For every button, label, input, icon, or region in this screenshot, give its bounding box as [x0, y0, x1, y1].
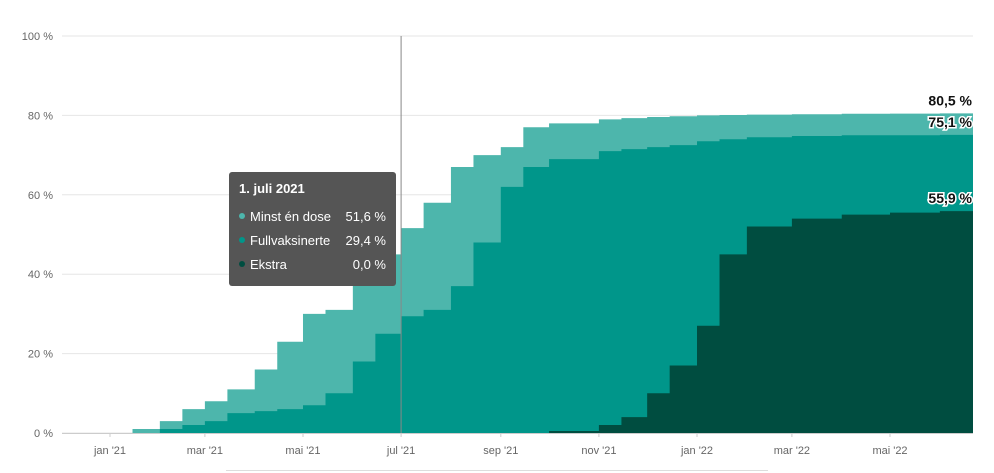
- area-ekstra[interactable]: [101, 211, 987, 433]
- x-tick-label: sep '21: [483, 445, 518, 457]
- y-tick-label: 100 %: [22, 31, 53, 43]
- x-tick-label: jul '21: [386, 445, 415, 457]
- tooltip-row-minst-en-dose: Minst én dose 51,6 %: [239, 204, 386, 228]
- hover-tooltip: 1. juli 2021 Minst én dose 51,6 % Fullva…: [229, 172, 396, 286]
- x-tick-label: jan '21: [93, 445, 126, 457]
- tooltip-series-value: 29,4 %: [345, 232, 386, 248]
- x-tick-label: mai '22: [872, 445, 907, 457]
- tooltip-series-value: 0,0 %: [352, 256, 386, 272]
- tooltip-series-name: Ekstra: [250, 256, 287, 272]
- series-areas[interactable]: [101, 113, 987, 433]
- end-label: 75,1 %: [928, 114, 972, 130]
- scroll-divider: [226, 470, 768, 471]
- tooltip-dot-icon: [239, 237, 245, 243]
- series-end-labels: 80,5 % 75,1 % 55,9 %: [927, 91, 974, 208]
- y-tick-label: 0 %: [34, 428, 53, 440]
- x-tick-label: mar '22: [774, 445, 810, 457]
- y-tick-label: 60 %: [28, 190, 53, 202]
- tooltip-title: 1. juli 2021: [239, 181, 305, 196]
- x-axis-ticks: jan '21 mar '21 mai '21 jul '21 sep '21 nov '…: [62, 433, 973, 457]
- tooltip-dot-icon: [239, 213, 245, 219]
- x-tick-label: mai '21: [285, 445, 320, 457]
- y-tick-label: 20 %: [28, 349, 53, 361]
- y-tick-label: 80 %: [28, 110, 53, 122]
- y-axis-ticks: 0 % 20 % 40 % 60 % 80 % 100 %: [22, 31, 53, 440]
- tooltip-row-fullvaksinerte: Fullvaksinerte 29,4 %: [239, 228, 386, 252]
- end-label: 80,5 %: [928, 92, 972, 108]
- tooltip-series-name: Minst én dose: [250, 208, 331, 224]
- x-tick-label: mar '21: [187, 445, 223, 457]
- tooltip-dot-icon: [239, 261, 245, 267]
- tooltip-series-value: 51,6 %: [345, 208, 386, 224]
- x-tick-label: jan '22: [680, 445, 713, 457]
- x-tick-label: nov '21: [581, 445, 616, 457]
- tooltip-row-ekstra: Ekstra 0,0 %: [239, 252, 386, 276]
- y-tick-label: 40 %: [28, 269, 53, 281]
- end-label: 55,9 %: [928, 190, 972, 206]
- tooltip-series-name: Fullvaksinerte: [250, 232, 331, 248]
